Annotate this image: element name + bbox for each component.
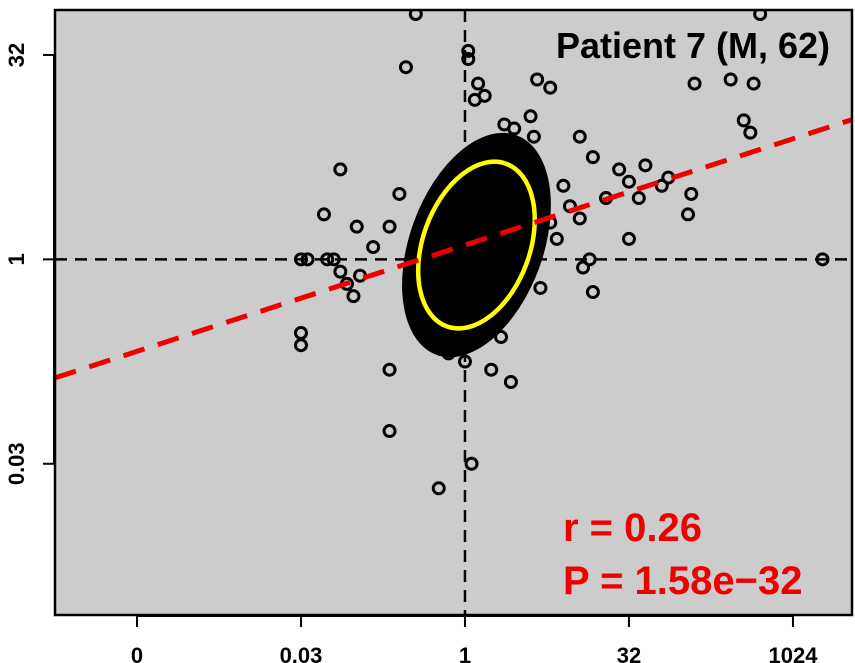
x-tick-label: 0	[131, 643, 143, 663]
x-tick-label: 0.03	[280, 643, 323, 663]
data-point	[585, 285, 600, 300]
data-point	[684, 186, 699, 201]
data-point	[503, 374, 518, 389]
data-point	[300, 252, 315, 267]
data-point	[543, 80, 558, 95]
data-point	[621, 231, 636, 246]
data-point	[556, 178, 571, 193]
data-point	[461, 52, 476, 67]
data-point	[316, 207, 331, 222]
data-point	[572, 211, 587, 226]
regression-line	[55, 117, 852, 381]
dense-point-cluster	[402, 132, 551, 358]
x-axis: 0 0.03 1 32 1024	[131, 615, 818, 663]
data-point	[549, 231, 564, 246]
data-point	[585, 150, 600, 165]
data-point	[612, 162, 627, 177]
data-point	[382, 424, 397, 439]
x-tick-label: 1	[459, 643, 471, 663]
data-point	[523, 109, 538, 124]
data-point	[333, 264, 348, 279]
data-point	[484, 362, 499, 377]
data-point	[398, 60, 413, 75]
chart-title: Patient 7 (M, 62)	[556, 25, 830, 66]
data-point	[494, 330, 509, 345]
data-point	[293, 252, 308, 267]
data-point	[687, 76, 702, 91]
data-point	[408, 10, 423, 22]
density-contour-ellipse	[415, 159, 537, 331]
data-point	[582, 252, 597, 267]
data-point	[507, 121, 522, 136]
data-point	[533, 280, 548, 295]
data-points	[293, 10, 830, 496]
x-tick-label: 1024	[768, 643, 818, 663]
data-point	[526, 129, 541, 144]
data-point	[457, 354, 472, 369]
p-value-label: P = 1.58e−32	[563, 559, 803, 603]
data-point	[382, 362, 397, 377]
data-point	[746, 76, 761, 91]
data-point	[743, 125, 758, 140]
data-point	[293, 338, 308, 353]
y-tick-label: 32	[4, 43, 29, 67]
data-point	[320, 252, 335, 267]
data-point	[382, 219, 397, 234]
data-point	[467, 92, 482, 107]
data-point	[333, 162, 348, 177]
data-point	[461, 43, 476, 58]
data-point	[349, 219, 364, 234]
data-point	[753, 10, 768, 22]
data-point	[638, 158, 653, 173]
x-tick-label: 32	[617, 643, 641, 663]
data-point	[366, 240, 381, 255]
data-point	[576, 260, 591, 275]
data-point	[326, 252, 341, 267]
data-point	[631, 191, 646, 206]
data-point	[464, 456, 479, 471]
data-point	[654, 178, 669, 193]
data-point	[392, 186, 407, 201]
data-point	[572, 129, 587, 144]
correlation-label: r = 0.26	[563, 506, 702, 550]
data-point	[723, 72, 738, 87]
data-point	[530, 72, 545, 87]
y-axis: 0.03 1 32	[4, 43, 55, 485]
data-point	[471, 76, 486, 91]
y-tick-label: 1	[4, 253, 29, 265]
data-point	[736, 113, 751, 128]
data-point	[346, 289, 361, 304]
data-point	[815, 252, 830, 267]
data-point	[431, 481, 446, 496]
y-tick-label: 0.03	[4, 442, 29, 485]
data-point	[621, 174, 636, 189]
data-point	[681, 207, 696, 222]
